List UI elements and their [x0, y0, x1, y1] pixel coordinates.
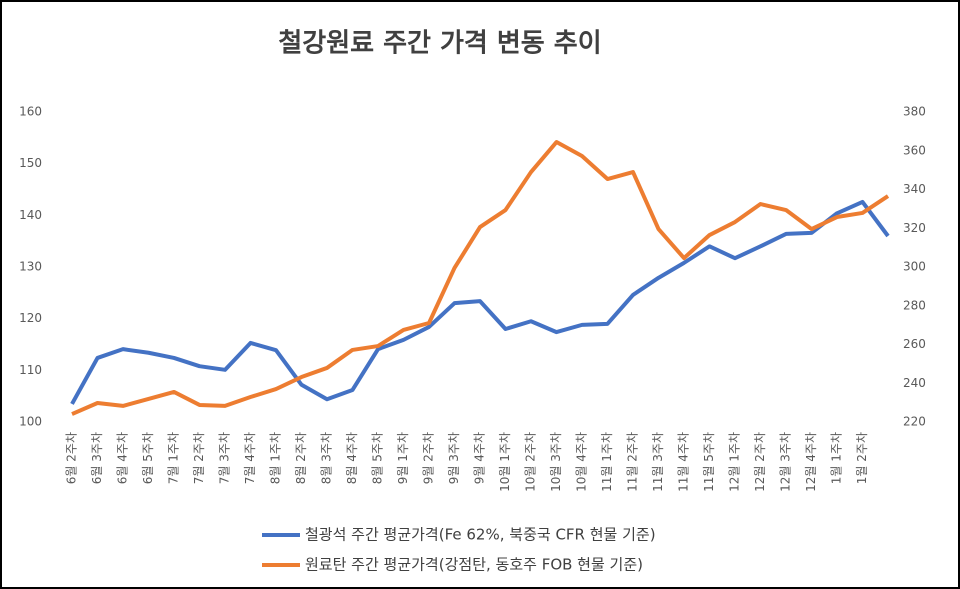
- y-tick-label: 100: [19, 415, 42, 429]
- y2-tick-label: 220: [903, 415, 926, 429]
- x-tick-label: 10월 4주차: [575, 432, 589, 492]
- legend-label: 철광석 주간 평균가격(Fe 62%, 북중국 CFR 현물 기준): [305, 526, 656, 544]
- x-tick-label: 7월 2주차: [192, 432, 206, 484]
- x-tick-label: 9월 3주차: [447, 432, 461, 484]
- y2-tick-label: 300: [903, 260, 926, 274]
- x-tick-label: 7월 1주차: [167, 432, 181, 484]
- x-tick-label: 9월 2주차: [422, 432, 436, 484]
- x-tick-label: 6월 4주차: [116, 432, 130, 484]
- y2-tick-label: 260: [903, 337, 926, 351]
- x-tick-label: 8월 1주차: [269, 432, 283, 484]
- x-tick-label: 11월 4주차: [677, 432, 691, 492]
- x-tick-label: 7월 3주차: [218, 432, 232, 484]
- y2-tick-label: 280: [903, 298, 926, 312]
- y2-tick-label: 340: [903, 182, 926, 196]
- x-tick-label: 11월 1주차: [600, 432, 614, 492]
- x-tick-label: 8월 3주차: [320, 432, 334, 484]
- x-tick-label: 10월 1주차: [498, 432, 512, 492]
- x-tick-label: 6월 5주차: [141, 432, 155, 484]
- x-tick-label: 9월 4주차: [473, 432, 487, 484]
- y-tick-label: 130: [19, 260, 42, 274]
- x-tick-label: 12월 2주차: [753, 432, 767, 492]
- y-tick-label: 160: [19, 105, 42, 119]
- series-line: [71, 140, 890, 416]
- x-tick-label: 8월 4주차: [345, 432, 359, 484]
- y-tick-label: 110: [19, 363, 42, 377]
- series-line: [70, 199, 890, 405]
- x-tick-label: 10월 2주차: [524, 432, 538, 492]
- x-tick-label: 12월 3주차: [779, 432, 793, 492]
- y2-tick-label: 320: [903, 221, 926, 235]
- y-tick-label: 120: [19, 311, 42, 325]
- y2-tick-label: 360: [903, 143, 926, 157]
- y-tick-label: 150: [19, 156, 42, 170]
- x-tick-label: 1월 2주차: [855, 432, 869, 484]
- legend-label: 원료탄 주간 평균가격(강점탄, 동호주 FOB 현물 기준): [305, 556, 643, 574]
- x-tick-label: 1월 1주차: [830, 432, 844, 484]
- chart-title: 철강원료 주간 가격 변동 추이: [278, 29, 601, 59]
- y2-tick-label: 240: [903, 376, 926, 390]
- x-tick-label: 11월 2주차: [626, 432, 640, 492]
- x-tick-label: 10월 3주차: [549, 432, 563, 492]
- y-tick-label: 140: [19, 208, 42, 222]
- y2-tick-label: 380: [903, 105, 926, 119]
- x-tick-label: 6월 2주차: [65, 432, 79, 484]
- x-tick-label: 6월 3주차: [90, 432, 104, 484]
- x-tick-label: 8월 5주차: [371, 432, 385, 484]
- x-tick-label: 8월 2주차: [294, 432, 308, 484]
- x-tick-label: 9월 1주차: [396, 432, 410, 484]
- x-tick-label: 12월 1주차: [728, 432, 742, 492]
- x-tick-label: 12월 4주차: [804, 432, 818, 492]
- x-tick-label: 11월 3주차: [651, 432, 665, 492]
- x-tick-label: 11월 5주차: [702, 432, 716, 492]
- x-tick-label: 7월 4주차: [243, 432, 257, 484]
